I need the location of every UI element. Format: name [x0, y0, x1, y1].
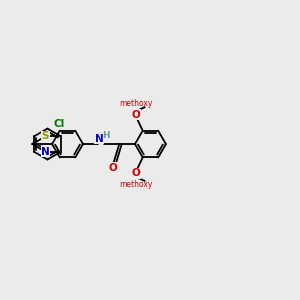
- Text: S: S: [42, 131, 49, 141]
- Text: N: N: [95, 134, 104, 144]
- Text: O: O: [131, 168, 140, 178]
- Text: Cl: Cl: [54, 118, 65, 128]
- Text: N: N: [41, 147, 50, 157]
- Text: O: O: [109, 163, 117, 173]
- Text: H: H: [102, 130, 110, 140]
- Text: methoxy: methoxy: [119, 180, 153, 189]
- Text: methoxy: methoxy: [119, 99, 153, 108]
- Text: O: O: [131, 110, 140, 120]
